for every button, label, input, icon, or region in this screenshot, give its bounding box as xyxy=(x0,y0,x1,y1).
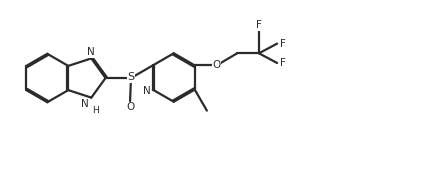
Text: O: O xyxy=(126,102,134,112)
Text: F: F xyxy=(256,20,262,30)
Text: F: F xyxy=(280,39,286,49)
Text: N: N xyxy=(87,47,95,57)
Text: O: O xyxy=(212,60,221,70)
Text: S: S xyxy=(127,72,135,82)
Text: N: N xyxy=(81,99,89,108)
Text: H: H xyxy=(92,106,99,115)
Text: F: F xyxy=(280,58,286,68)
Text: N: N xyxy=(143,86,151,96)
